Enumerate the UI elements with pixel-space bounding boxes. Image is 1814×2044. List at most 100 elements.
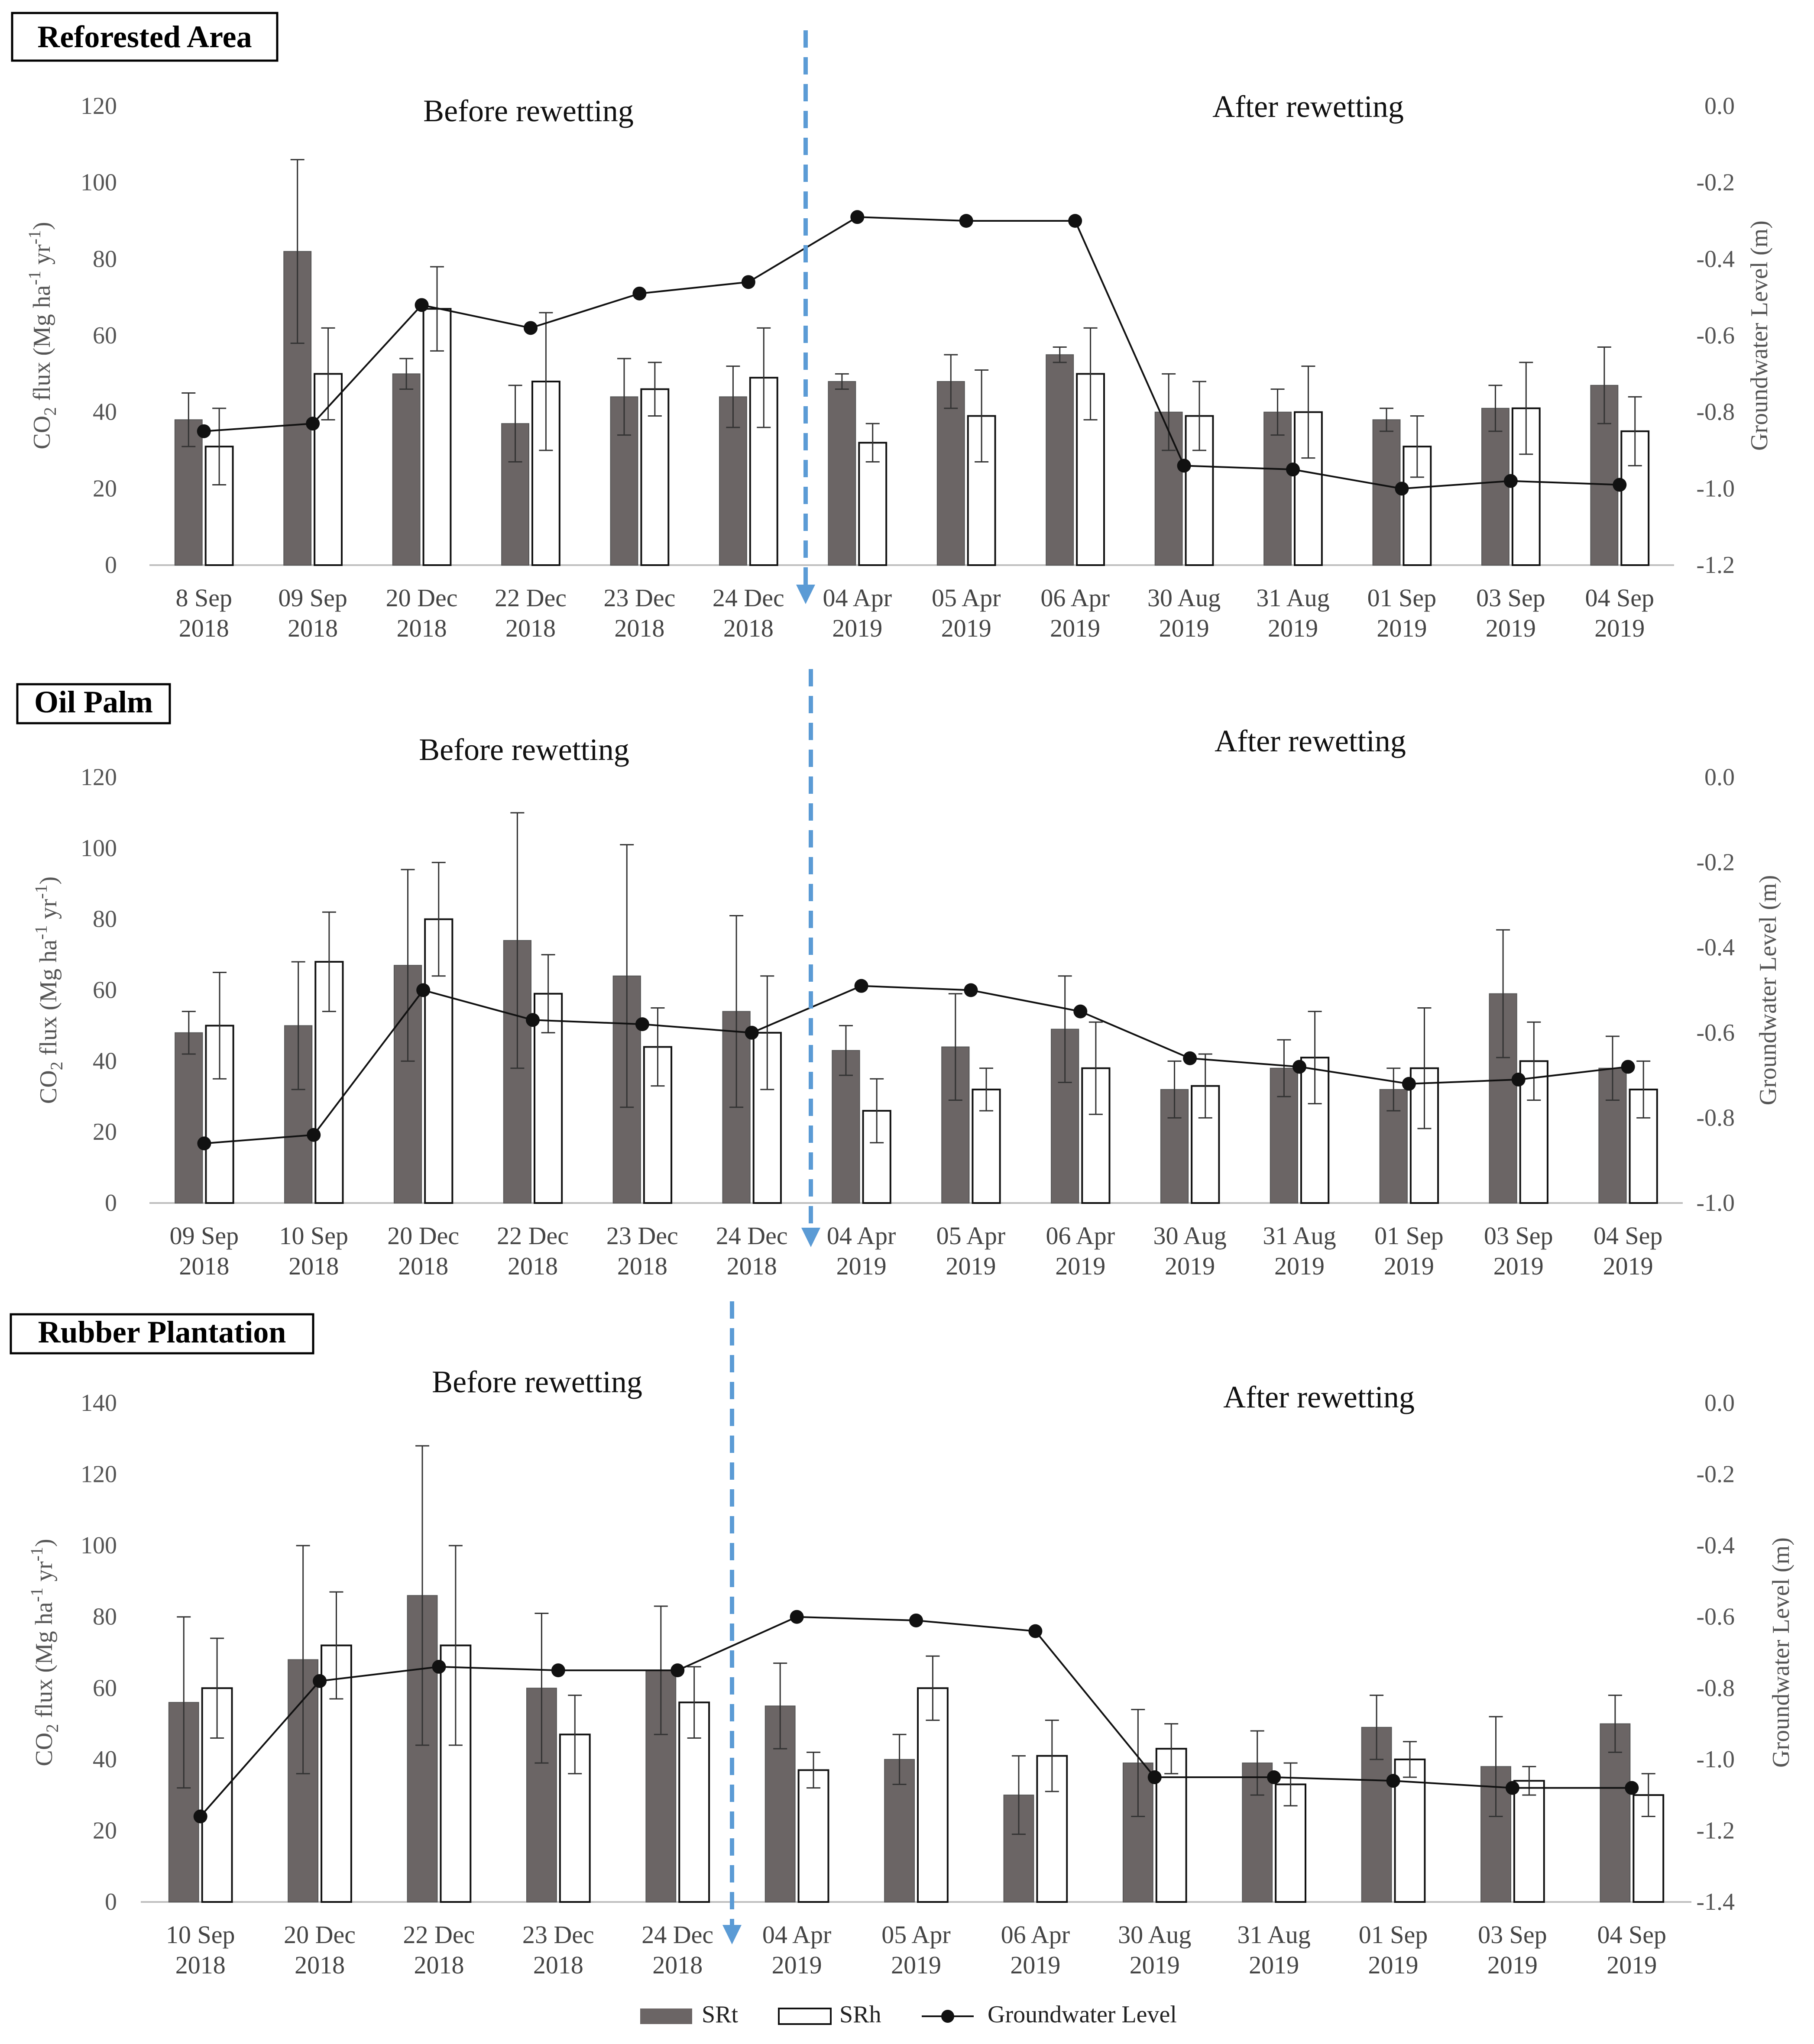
bar-srt (175, 1032, 203, 1204)
panel-title-box (11, 12, 279, 62)
y-tick-label: 60 (93, 322, 117, 349)
x-tick-label: 24 Dec (713, 584, 784, 612)
x-tick-label: 04 Apr (827, 1222, 896, 1250)
bar-srt (1372, 419, 1401, 566)
x-tick-label: 05 Apr (936, 1222, 1006, 1250)
x-tick-label: 20 Dec (386, 584, 458, 612)
x-tick-label: 2018 (288, 614, 338, 642)
x-tick-label: 04 Apr (823, 584, 892, 612)
groundwater-point (1625, 1781, 1639, 1795)
x-tick-label: 2019 (1010, 1951, 1060, 1979)
x-tick-label: 30 Aug (1118, 1921, 1191, 1949)
y-tick-label: 60 (93, 977, 117, 1004)
x-tick-label: 06 Apr (1001, 1921, 1070, 1949)
x-tick-label: 2019 (1594, 614, 1645, 642)
y2-axis-title: Groundwater Level (m) (1768, 1537, 1795, 1768)
y2-tick-label: -1.4 (1696, 1889, 1735, 1915)
groundwater-point (1511, 1072, 1526, 1087)
groundwater-point (416, 983, 431, 997)
x-tick-label: 24 Dec (716, 1222, 788, 1250)
x-tick-label: 10 Sep (279, 1222, 349, 1250)
x-tick-label: 2019 (1607, 1951, 1657, 1979)
bar-srt (1046, 354, 1074, 566)
x-tick-label: 2018 (505, 614, 556, 642)
bar-srt (1270, 1067, 1298, 1203)
bar-srh (917, 1687, 949, 1903)
y2-tick-label: -1.2 (1696, 552, 1735, 579)
x-tick-label: 2019 (1159, 614, 1209, 642)
x-tick-label: 2018 (617, 1252, 667, 1280)
panel-title: Oil Palm (34, 685, 153, 719)
x-tick-label: 05 Apr (932, 584, 1001, 612)
y-axis-title: CO2 flux (Mg ha-1 yr-1) (25, 222, 60, 449)
y2-tick-label: -0.8 (1696, 1104, 1735, 1131)
x-tick-label: 2018 (723, 614, 774, 642)
y-tick-label: 80 (93, 906, 117, 933)
x-tick-label: 06 Apr (1040, 584, 1110, 612)
rewetting-arrow-head (722, 1925, 742, 1944)
y-tick-label: 120 (81, 764, 117, 791)
x-tick-label: 2019 (1486, 614, 1536, 642)
y2-tick-label: -0.6 (1696, 322, 1735, 349)
y-tick-label: 100 (81, 835, 117, 862)
x-tick-label: 2018 (614, 614, 664, 642)
y-tick-label: 100 (81, 169, 117, 196)
chart-panel-2: Oil Palm 0 20 40 60 80 100 120 -1.0 -0.8 -0.6 -0.4 -… (16, 669, 1782, 1280)
groundwater-point (1402, 1077, 1416, 1091)
x-tick-label: 2018 (508, 1252, 558, 1280)
groundwater-point (1386, 1774, 1400, 1788)
x-tick-label: 04 Sep (1597, 1921, 1667, 1949)
x-tick-label: 05 Apr (881, 1921, 951, 1949)
y2-tick-label: -0.4 (1696, 934, 1735, 961)
x-tick-label: 03 Sep (1478, 1921, 1547, 1949)
x-tick-label: 31 Aug (1256, 584, 1329, 612)
x-tick-label: 22 Dec (403, 1921, 475, 1949)
y-tick-label: 120 (81, 1461, 117, 1488)
x-tick-label: 09 Sep (278, 584, 347, 612)
groundwater-point (1147, 1770, 1162, 1784)
groundwater-point (307, 1128, 321, 1142)
groundwater-point (526, 1013, 540, 1027)
x-tick-label: 06 Apr (1046, 1222, 1115, 1250)
x-tick-label: 2019 (1377, 614, 1427, 642)
legend-swatch-srh (778, 2008, 832, 2025)
groundwater-point (1286, 462, 1300, 477)
y2-tick-label: -0.2 (1696, 169, 1735, 196)
groundwater-point (635, 1017, 649, 1032)
groundwater-line (204, 216, 1620, 490)
bar-srt (828, 381, 856, 566)
groundwater-point (432, 1659, 446, 1674)
legend: SRt SRh Groundwater Level (640, 2001, 1177, 2028)
panel-title-box (10, 1313, 314, 1355)
legend-swatch-marker (941, 2010, 954, 2023)
x-tick-label: 2018 (175, 1951, 226, 1979)
groundwater-point (745, 1025, 759, 1040)
panel-title: Reforested Area (37, 19, 252, 54)
groundwater-point (1503, 474, 1518, 488)
groundwater-line (204, 985, 1628, 1145)
x-tick-label: 01 Sep (1367, 584, 1437, 612)
groundwater-point (197, 1136, 211, 1151)
x-tick-label: 2019 (1368, 1951, 1419, 1979)
x-tick-label: 2018 (397, 614, 447, 642)
bar-srh (797, 1769, 829, 1903)
x-tick-label: 03 Sep (1484, 1222, 1553, 1250)
groundwater-point (551, 1663, 565, 1678)
groundwater-point (1028, 1624, 1043, 1638)
y2-tick-label: -0.4 (1696, 246, 1735, 272)
x-tick-label: 2019 (1487, 1951, 1538, 1979)
bar-srh (1513, 1780, 1545, 1903)
legend-label-srt: SRt (702, 2001, 738, 2028)
x-tick-label: 2019 (1249, 1951, 1299, 1979)
y-axis-title: CO2 flux (Mg ha-1 yr-1) (31, 876, 66, 1104)
y2-tick-label: -0.8 (1696, 399, 1735, 426)
x-tick-label: 2018 (179, 1252, 229, 1280)
x-tick-label: 2019 (836, 1252, 887, 1280)
bar-srh (1275, 1783, 1306, 1903)
x-tick-label: 2018 (414, 1951, 464, 1979)
x-tick-label: 2019 (946, 1252, 996, 1280)
y2-tick-label: -1.0 (1696, 475, 1735, 502)
chart-panel-1: Reforested Area 0 20 40 60 80 100 120 -1.2 -1.0 -0… (11, 12, 1773, 642)
x-tick-label: 2019 (1165, 1252, 1215, 1280)
x-tick-label: 2019 (832, 614, 882, 642)
